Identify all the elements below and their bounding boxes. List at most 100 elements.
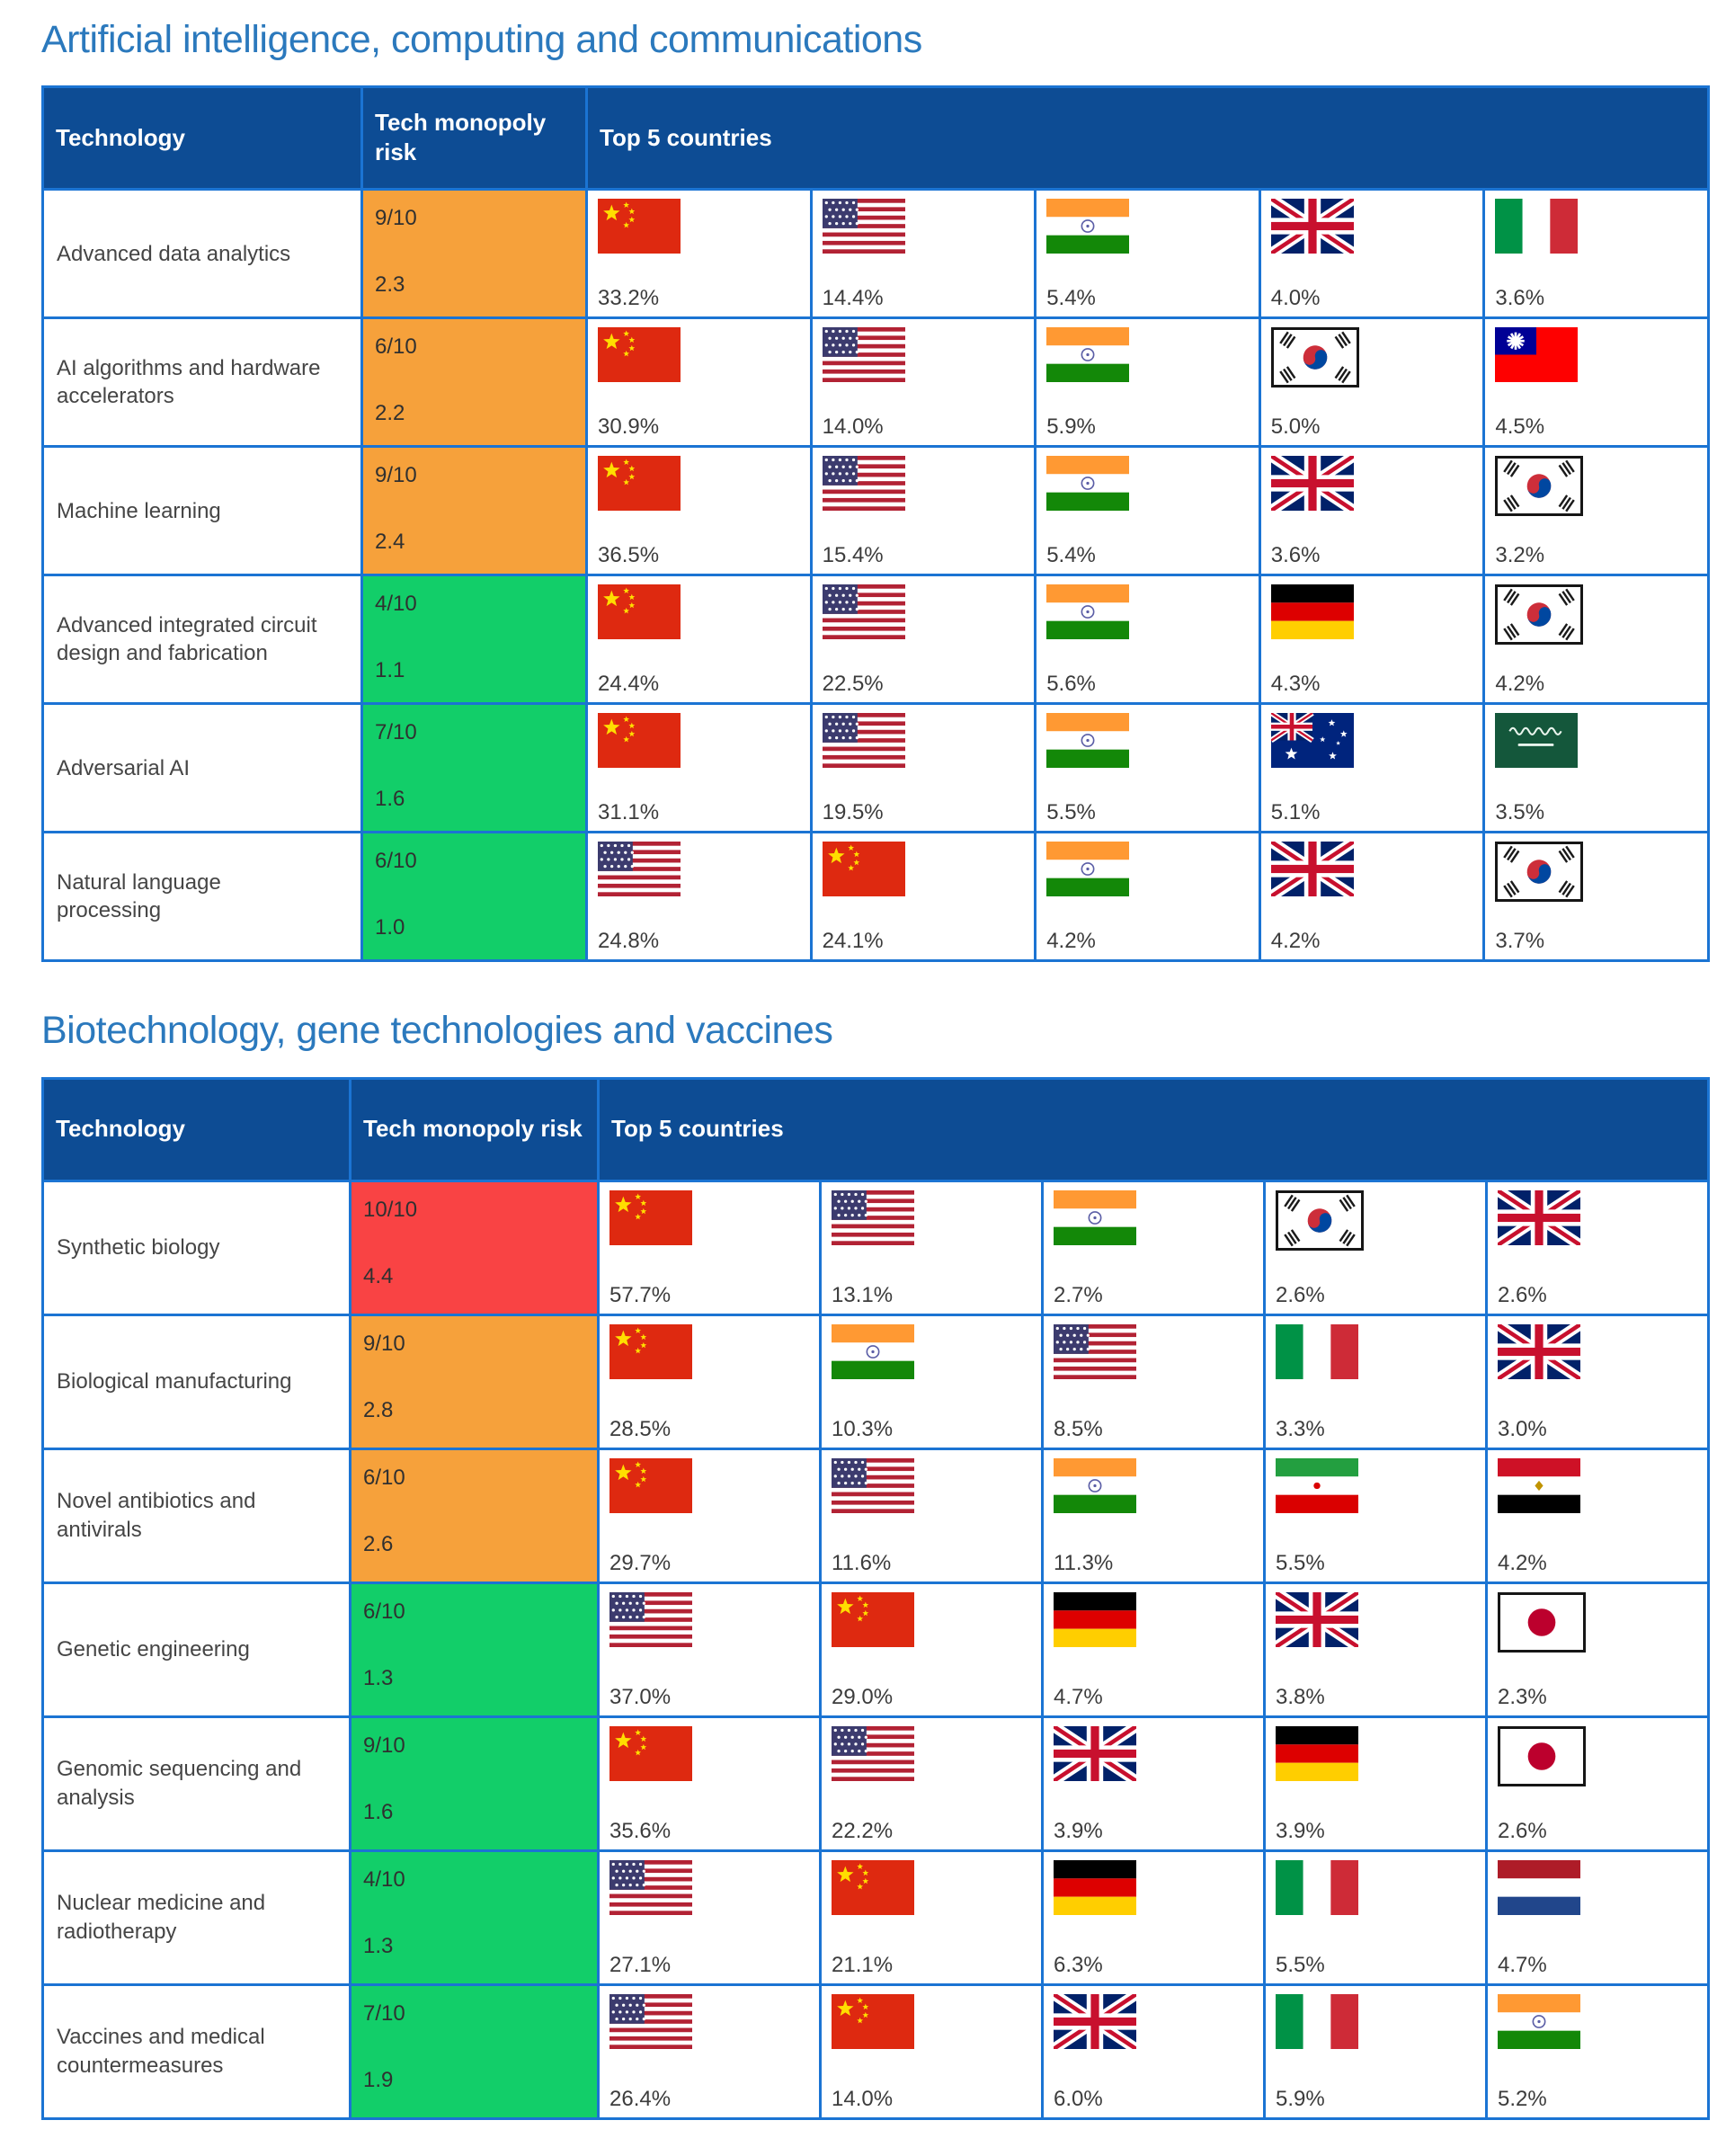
country-share: 5.6% <box>1046 672 1096 697</box>
country-share: 11.3% <box>1054 1550 1114 1575</box>
country-cell: 8.5% <box>1041 1313 1266 1450</box>
cn-flag-icon <box>609 1323 692 1379</box>
country-cell: 2.6% <box>1263 1179 1488 1316</box>
country-cell: 5.1% <box>1258 702 1486 834</box>
country-cell: 5.9% <box>1263 1982 1488 2120</box>
us-flag-icon <box>609 1859 692 1915</box>
risk-score: 6/10 <box>363 1599 405 1624</box>
cn-flag-icon <box>609 1457 692 1513</box>
country-cell: 31.1% <box>585 702 813 834</box>
sa-flag-icon <box>1495 713 1579 769</box>
risk-cell: 4/10 1.3 <box>349 1849 600 1986</box>
country-share: 2.7% <box>1054 1282 1103 1307</box>
country-share: 3.0% <box>1498 1416 1547 1441</box>
table-row: Vaccines and medical countermeasures 7/10… <box>41 1982 1710 2120</box>
technology-cell: Genetic engineering <box>41 1581 351 1718</box>
technology-cell: AI algorithms and hardware accelerators <box>41 316 363 449</box>
country-share: 14.4% <box>822 286 884 311</box>
in-flag-icon <box>1046 713 1130 769</box>
country-cell: 5.5% <box>1263 1849 1488 1986</box>
country-share: 33.2% <box>598 286 660 311</box>
country-share: 2.6% <box>1276 1282 1325 1307</box>
cn-flag-icon <box>598 456 681 512</box>
biotech-table: Technology Tech monopoly risk Top 5 coun… <box>41 1076 1710 2120</box>
risk-value: 2.6 <box>363 1531 394 1556</box>
country-share: 6.3% <box>1054 1952 1103 1977</box>
country-cell: 24.8% <box>585 831 813 963</box>
risk-value: 1.1 <box>375 658 405 683</box>
country-cell: 2.6% <box>1485 1179 1710 1316</box>
in-flag-icon <box>1046 456 1130 512</box>
de-flag-icon <box>1054 1591 1136 1647</box>
country-cell: 19.5% <box>809 702 1037 834</box>
country-share: 26.4% <box>609 2086 672 2111</box>
cn-flag-icon <box>609 1725 692 1781</box>
country-share: 13.1% <box>832 1282 894 1307</box>
de-flag-icon <box>1054 1859 1136 1915</box>
risk-cell: 9/10 2.3 <box>360 188 588 320</box>
it-flag-icon <box>1276 1993 1358 2049</box>
country-share: 4.0% <box>1270 286 1321 311</box>
country-share: 11.6% <box>832 1550 892 1575</box>
gb-flag-icon <box>1054 1993 1136 2049</box>
risk-cell: 4/10 1.1 <box>360 574 588 706</box>
gb-flag-icon <box>1054 1725 1136 1781</box>
country-cell: 33.2% <box>585 188 813 320</box>
country-cell: 11.3% <box>1041 1447 1266 1584</box>
country-cell: 36.5% <box>585 445 813 577</box>
country-share: 30.9% <box>598 414 660 440</box>
table-row: Natural language processing 6/10 1.0 24.8% 2… <box>41 831 1710 963</box>
risk-value: 1.9 <box>363 2067 394 2092</box>
country-cell: 5.9% <box>1034 316 1261 449</box>
country-share: 15.4% <box>822 543 884 568</box>
country-share: 21.1% <box>832 1952 894 1977</box>
col-header-countries: Top 5 countries <box>597 1076 1710 1182</box>
country-share: 37.0% <box>609 1684 672 1709</box>
country-share: 5.1% <box>1270 800 1321 825</box>
country-cell: 4.5% <box>1482 316 1710 449</box>
gb-flag-icon <box>1498 1323 1580 1379</box>
risk-score: 10/10 <box>363 1197 418 1222</box>
kr-flag-icon <box>1276 1189 1364 1251</box>
country-share: 24.1% <box>822 929 884 954</box>
country-share: 29.7% <box>609 1550 672 1575</box>
in-flag-icon <box>832 1323 914 1379</box>
country-share: 3.6% <box>1495 286 1545 311</box>
kr-flag-icon <box>1495 456 1584 517</box>
country-share: 6.0% <box>1054 2086 1103 2111</box>
country-share: 14.0% <box>822 414 884 440</box>
country-cell: 3.9% <box>1263 1715 1488 1852</box>
us-flag-icon <box>822 713 905 769</box>
cn-flag-icon <box>598 713 681 769</box>
section-title-ai: Artificial intelligence, computing and c… <box>41 18 922 61</box>
country-share: 28.5% <box>609 1416 672 1441</box>
risk-value: 4.4 <box>363 1263 394 1288</box>
country-share: 5.4% <box>1046 543 1096 568</box>
country-cell: 15.4% <box>809 445 1037 577</box>
country-share: 31.1% <box>598 800 660 825</box>
risk-value: 2.4 <box>375 530 405 555</box>
risk-cell: 6/10 1.0 <box>360 831 588 963</box>
cn-flag-icon <box>832 1859 914 1915</box>
risk-cell: 10/10 4.4 <box>349 1179 600 1316</box>
gb-flag-icon <box>1270 842 1354 897</box>
country-share: 14.0% <box>832 2086 894 2111</box>
us-flag-icon <box>609 1591 692 1647</box>
country-share: 5.4% <box>1046 286 1096 311</box>
table-row: Advanced data analytics 9/10 2.3 33.2% 14.4%… <box>41 188 1710 320</box>
risk-value: 1.6 <box>375 787 405 812</box>
us-flag-icon <box>822 456 905 512</box>
country-share: 35.6% <box>609 1818 672 1843</box>
country-share: 2.6% <box>1498 1282 1547 1307</box>
country-cell: 3.8% <box>1263 1581 1488 1718</box>
section-title-biotech: Biotechnology, gene technologies and vac… <box>41 1009 833 1053</box>
country-share: 22.2% <box>832 1818 894 1843</box>
header-row: Technology Tech monopoly risk Top 5 coun… <box>41 1076 1710 1182</box>
country-share: 4.2% <box>1495 672 1545 697</box>
country-share: 24.4% <box>598 672 660 697</box>
country-share: 2.3% <box>1498 1684 1547 1709</box>
country-share: 5.9% <box>1046 414 1096 440</box>
country-cell: 28.5% <box>597 1313 822 1450</box>
country-share: 5.0% <box>1270 414 1321 440</box>
